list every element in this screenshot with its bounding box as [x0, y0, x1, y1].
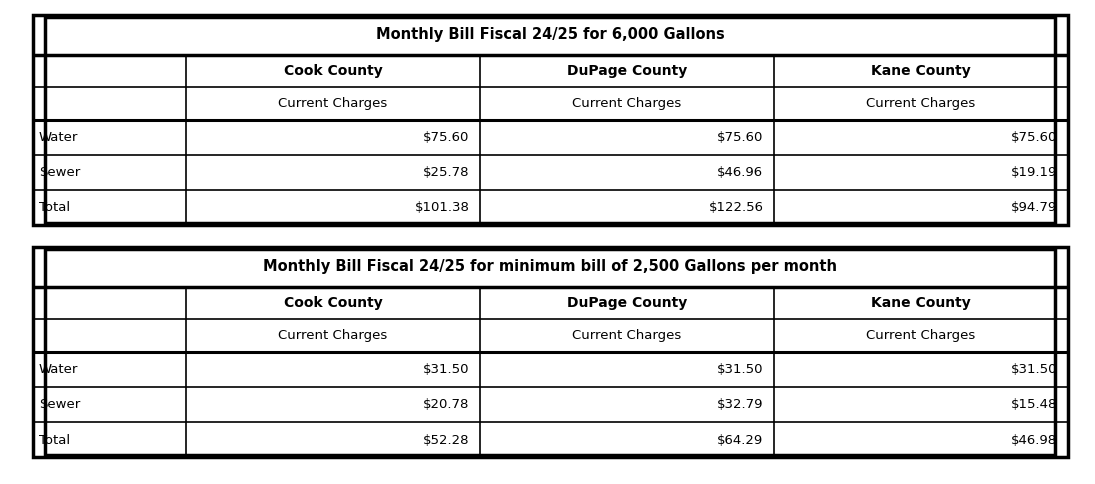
- Text: $31.50: $31.50: [717, 363, 763, 376]
- Text: Cook County: Cook County: [284, 64, 382, 78]
- Text: DuPage County: DuPage County: [567, 296, 687, 310]
- Text: $31.50: $31.50: [423, 363, 470, 376]
- Text: $31.50: $31.50: [1011, 363, 1058, 376]
- Text: $101.38: $101.38: [415, 201, 470, 214]
- Text: Kane County: Kane County: [871, 296, 970, 310]
- Text: Monthly Bill Fiscal 24/25 for 6,000 Gallons: Monthly Bill Fiscal 24/25 for 6,000 Gall…: [376, 27, 725, 42]
- Text: Current Charges: Current Charges: [573, 97, 681, 110]
- Text: $64.29: $64.29: [717, 434, 763, 447]
- Text: $94.79: $94.79: [1011, 201, 1058, 214]
- Text: Current Charges: Current Charges: [866, 97, 976, 110]
- Text: Cook County: Cook County: [284, 296, 382, 310]
- Text: Total: Total: [39, 201, 70, 214]
- Text: Sewer: Sewer: [39, 166, 80, 179]
- Text: $19.19: $19.19: [1011, 166, 1058, 179]
- Text: $46.98: $46.98: [1011, 434, 1058, 447]
- Text: Current Charges: Current Charges: [573, 329, 681, 342]
- Text: $52.28: $52.28: [423, 434, 470, 447]
- Text: $20.78: $20.78: [423, 398, 470, 411]
- Text: $75.60: $75.60: [1011, 131, 1058, 144]
- Text: $46.96: $46.96: [717, 166, 763, 179]
- Text: $15.48: $15.48: [1011, 398, 1058, 411]
- Text: Total: Total: [39, 434, 70, 447]
- Text: $25.78: $25.78: [423, 166, 470, 179]
- Text: Water: Water: [39, 131, 79, 144]
- Text: Current Charges: Current Charges: [278, 329, 388, 342]
- Text: $75.60: $75.60: [423, 131, 470, 144]
- Text: $32.79: $32.79: [717, 398, 763, 411]
- Text: Sewer: Sewer: [39, 398, 80, 411]
- Text: Current Charges: Current Charges: [278, 97, 388, 110]
- Text: $75.60: $75.60: [717, 131, 763, 144]
- Text: Monthly Bill Fiscal 24/25 for minimum bill of 2,500 Gallons per month: Monthly Bill Fiscal 24/25 for minimum bi…: [263, 259, 838, 274]
- Text: Kane County: Kane County: [871, 64, 970, 78]
- Text: Water: Water: [39, 363, 79, 376]
- Text: $122.56: $122.56: [708, 201, 763, 214]
- Text: DuPage County: DuPage County: [567, 64, 687, 78]
- Text: Current Charges: Current Charges: [866, 329, 976, 342]
